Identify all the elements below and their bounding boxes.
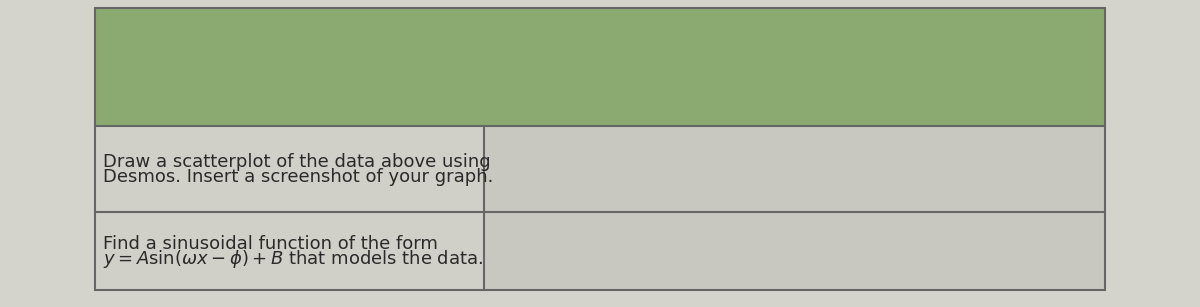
Text: Draw a scatterplot of the data above using: Draw a scatterplot of the data above usi… bbox=[103, 153, 491, 171]
Bar bbox=[95, 212, 484, 290]
Bar bbox=[95, 8, 1105, 290]
Bar bbox=[484, 212, 1105, 290]
Bar bbox=[95, 126, 484, 212]
Bar bbox=[484, 126, 1105, 212]
Text: $y = A\mathregular{sin}(\omega x - \phi) + B$ that models the data.: $y = A\mathregular{sin}(\omega x - \phi)… bbox=[103, 248, 484, 270]
Text: Find a sinusoidal function of the form: Find a sinusoidal function of the form bbox=[103, 235, 438, 253]
Bar bbox=[95, 8, 1105, 126]
Text: Desmos. Insert a screenshot of your graph.: Desmos. Insert a screenshot of your grap… bbox=[103, 168, 493, 186]
